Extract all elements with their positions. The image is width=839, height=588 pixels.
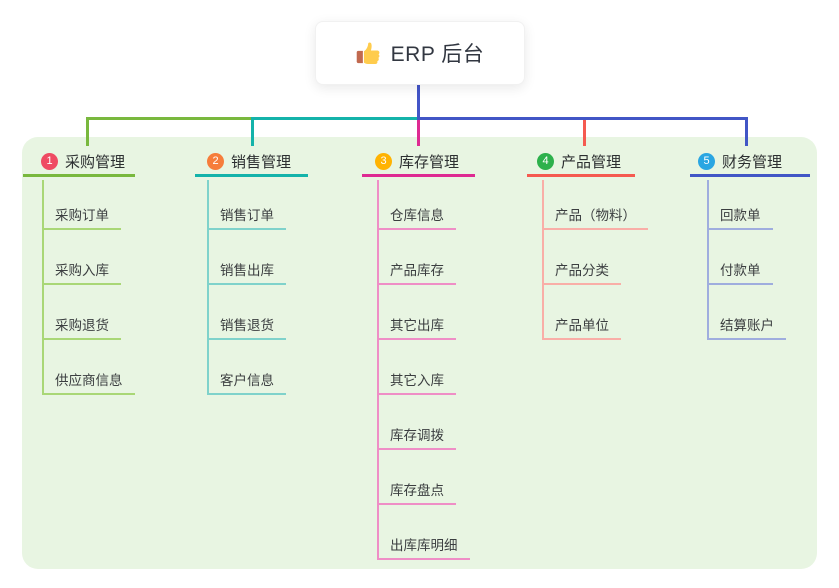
child-connector-line — [377, 180, 379, 560]
branch-node-销售管理[interactable]: 2 销售管理 — [195, 148, 308, 177]
branch-node-财务管理[interactable]: 5 财务管理 — [690, 148, 810, 177]
child-node-产品（物料）[interactable]: 产品（物料） — [542, 202, 648, 230]
child-label: 库存调拨 — [390, 428, 444, 443]
child-node-销售出库[interactable]: 销售出库 — [207, 257, 286, 285]
branch-label: 财务管理 — [722, 153, 783, 171]
child-label: 供应商信息 — [55, 373, 123, 388]
branch-drop-4 — [582, 120, 586, 146]
child-node-销售退货[interactable]: 销售退货 — [207, 312, 286, 340]
child-node-出库库明细[interactable]: 出库库明细 — [377, 532, 470, 560]
child-label: 库存盘点 — [390, 483, 444, 498]
child-label: 产品分类 — [555, 263, 609, 278]
child-label: 采购退货 — [55, 318, 109, 333]
branch-badge-1: 1 — [41, 152, 58, 170]
child-node-库存盘点[interactable]: 库存盘点 — [377, 477, 456, 505]
child-node-产品单位[interactable]: 产品单位 — [542, 312, 621, 340]
child-node-回款单[interactable]: 回款单 — [707, 202, 773, 230]
child-node-仓库信息[interactable]: 仓库信息 — [377, 202, 456, 230]
bus-segment-1 — [85, 117, 252, 120]
child-label: 结算账户 — [720, 318, 774, 333]
branch-label: 产品管理 — [561, 153, 622, 171]
child-label: 销售出库 — [220, 263, 274, 278]
child-label: 产品库存 — [390, 263, 444, 278]
child-connector-line — [207, 180, 209, 395]
child-label: 采购订单 — [55, 208, 109, 223]
child-connector-line — [42, 180, 44, 395]
branch-drop-3 — [416, 120, 420, 146]
child-node-其它出库[interactable]: 其它出库 — [377, 312, 456, 340]
child-node-采购订单[interactable]: 采购订单 — [42, 202, 121, 230]
branch-node-产品管理[interactable]: 4 产品管理 — [527, 148, 635, 177]
bus-segment-3 — [417, 117, 748, 120]
root-node[interactable]: ERP 后台 — [315, 21, 525, 85]
branch-label: 库存管理 — [399, 153, 460, 171]
branch-badge-3: 3 — [375, 152, 392, 170]
child-label: 销售退货 — [220, 318, 274, 333]
root-title: ERP 后台 — [390, 43, 485, 66]
branch-node-采购管理[interactable]: 1 采购管理 — [23, 148, 135, 177]
child-node-销售订单[interactable]: 销售订单 — [207, 202, 286, 230]
child-node-采购退货[interactable]: 采购退货 — [42, 312, 121, 340]
child-node-产品分类[interactable]: 产品分类 — [542, 257, 621, 285]
child-node-付款单[interactable]: 付款单 — [707, 257, 773, 285]
child-label: 其它出库 — [390, 318, 444, 333]
child-label: 销售订单 — [220, 208, 274, 223]
branch-badge-4: 4 — [537, 152, 554, 170]
child-node-采购入库[interactable]: 采购入库 — [42, 257, 121, 285]
child-connector-line — [542, 180, 544, 340]
child-label: 客户信息 — [220, 373, 274, 388]
child-node-客户信息[interactable]: 客户信息 — [207, 367, 286, 395]
bus-segment-2 — [250, 117, 420, 120]
branch-badge-2: 2 — [207, 152, 224, 170]
child-label: 付款单 — [720, 263, 761, 278]
child-node-结算账户[interactable]: 结算账户 — [707, 312, 786, 340]
child-label: 仓库信息 — [390, 208, 444, 223]
child-connector-line — [707, 180, 709, 340]
child-label: 采购入库 — [55, 263, 109, 278]
branch-drop-2 — [250, 117, 254, 146]
child-label: 产品（物料） — [555, 208, 636, 223]
branch-node-库存管理[interactable]: 3 库存管理 — [362, 148, 475, 177]
child-node-产品库存[interactable]: 产品库存 — [377, 257, 456, 285]
child-label: 其它入库 — [390, 373, 444, 388]
child-label: 产品单位 — [555, 318, 609, 333]
branch-badge-5: 5 — [698, 152, 715, 170]
child-node-库存调拨[interactable]: 库存调拨 — [377, 422, 456, 450]
branch-label: 销售管理 — [231, 153, 292, 171]
child-node-其它入库[interactable]: 其它入库 — [377, 367, 456, 395]
branch-drop-5 — [744, 120, 748, 146]
branches-panel — [22, 137, 817, 569]
branch-drop-1 — [85, 117, 89, 146]
root-connector — [417, 83, 420, 120]
thumbs-up-icon — [356, 42, 380, 65]
branch-label: 采购管理 — [65, 153, 126, 171]
child-label: 出库库明细 — [390, 538, 458, 553]
child-node-供应商信息[interactable]: 供应商信息 — [42, 367, 135, 395]
child-label: 回款单 — [720, 208, 761, 223]
